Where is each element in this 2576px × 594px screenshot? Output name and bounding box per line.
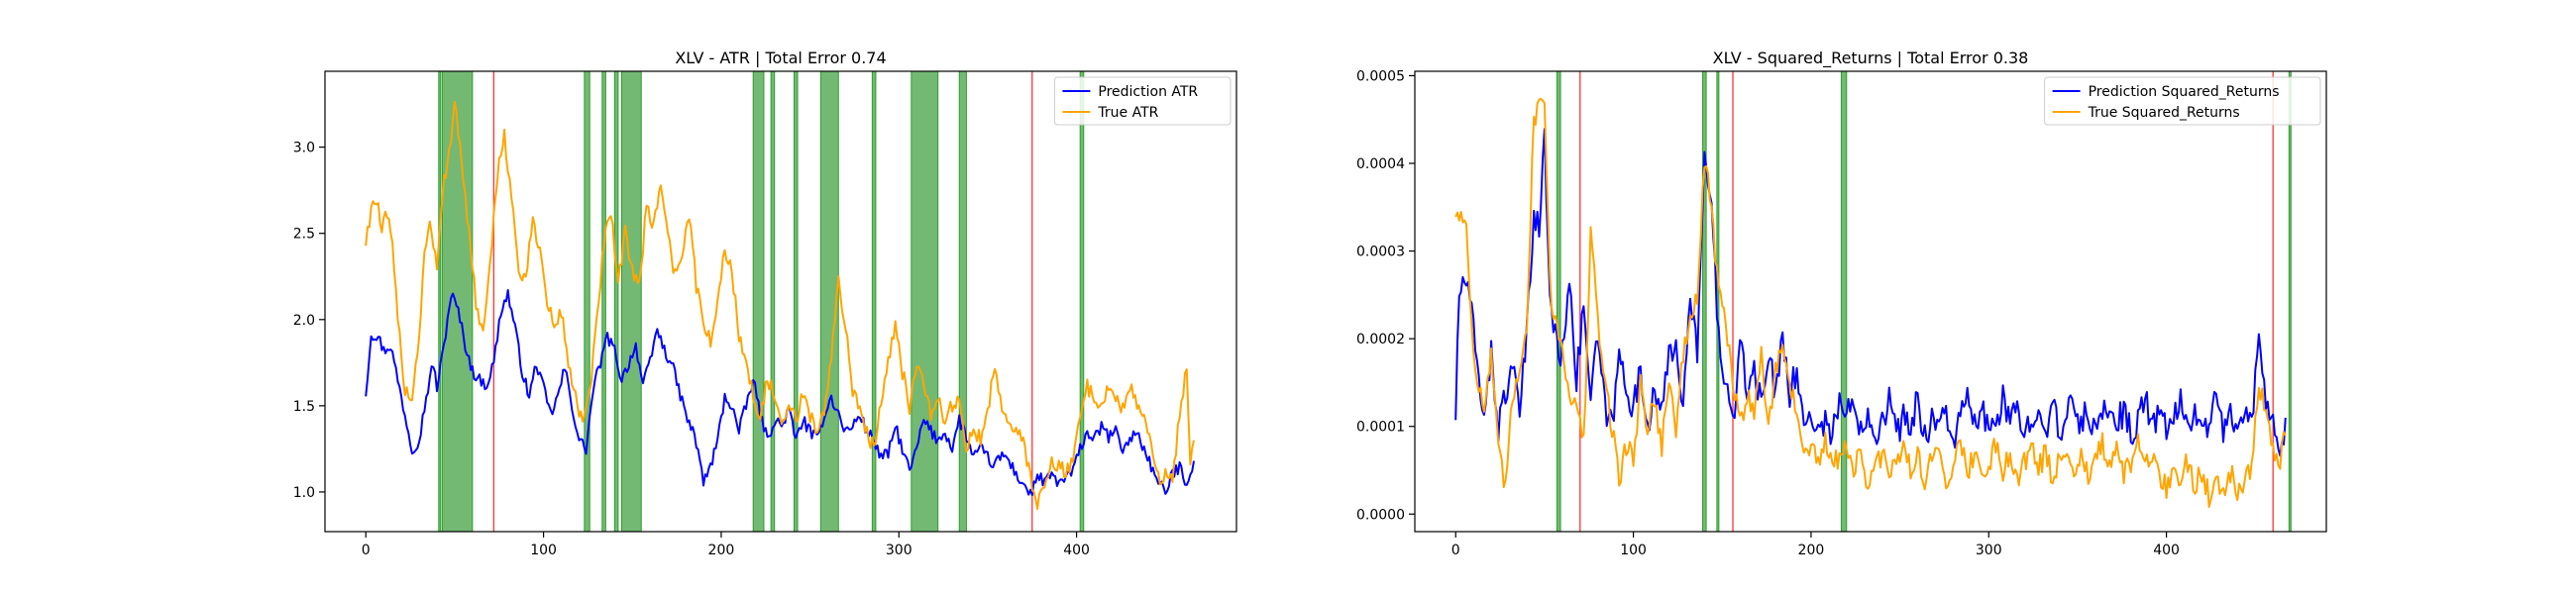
series-line-prediction [365, 289, 1195, 497]
axes-frame [1414, 70, 2327, 533]
chart-title: XLV - Squared_Returns | Total Error 0.38 [1713, 49, 2029, 68]
x-tick-label: 300 [886, 543, 912, 558]
y-tick-label: 0.0001 [1356, 420, 1405, 436]
x-tick-label: 100 [1620, 543, 1647, 558]
highlight-band [911, 71, 939, 532]
y-tick-label: 0.0003 [1356, 245, 1405, 260]
x-tick-label: 200 [1798, 543, 1825, 558]
highlight-band [1702, 71, 1707, 532]
highlight-band [958, 71, 967, 532]
y-tick-label: 0.0002 [1356, 332, 1405, 347]
highlight-band [770, 71, 776, 532]
y-tick-label: 0.0005 [1356, 68, 1405, 84]
x-tick-label: 200 [708, 543, 735, 558]
highlight-band [2288, 71, 2292, 532]
series-line-prediction [1454, 128, 2287, 457]
legend-label: Prediction Squared_Returns [2089, 84, 2280, 100]
y-tick-label: 3.0 [293, 141, 315, 156]
highlight-band [1840, 71, 1848, 532]
legend-box [2044, 76, 2321, 126]
chart-title: XLV - ATR | Total Error 0.74 [675, 49, 886, 67]
chart-panel-2: 0 100 200 300 400 0.0000 0.0001 0.0002 0.0003 0.0… [1356, 49, 2327, 558]
axes-frame [324, 70, 1237, 533]
highlight-band [438, 71, 442, 532]
y-tick-label: 2.5 [293, 227, 315, 243]
legend-label: True Squared_Returns [2088, 105, 2240, 121]
y-tick-label: 0.0004 [1356, 156, 1405, 172]
x-tick-label: 0 [362, 543, 371, 558]
highlight-band [620, 71, 642, 532]
legend: Prediction ATR True ATR [1053, 76, 1232, 126]
highlight-band [1556, 71, 1561, 532]
highlight-band [601, 71, 606, 532]
legend: Prediction Squared_Returns True Squared_R… [2044, 76, 2321, 126]
x-tick-label: 300 [1976, 543, 2002, 558]
highlight-band [441, 71, 474, 532]
chart-panel-1: 0 100 200 300 400 1.0 1.5 2.0 2.5 3.0 XLV - ATR | … [293, 49, 1237, 558]
x-tick-label: 400 [1063, 543, 1090, 558]
y-tick-label: 1.5 [293, 399, 315, 415]
plot-area [365, 71, 1195, 532]
y-tick-label: 0.0000 [1356, 507, 1405, 523]
y-tick-label: 1.0 [293, 485, 315, 501]
series-line-true [1454, 97, 2287, 508]
highlight-band [584, 71, 590, 532]
series-line-true [365, 100, 1195, 511]
legend-box [1053, 76, 1232, 126]
highlight-band [752, 71, 765, 532]
legend-label: Prediction ATR [1098, 84, 1198, 100]
x-tick-label: 0 [1451, 543, 1460, 558]
plot-area [1454, 71, 2292, 532]
highlight-band [871, 71, 877, 532]
x-tick-label: 100 [530, 543, 557, 558]
highlight-band [1079, 71, 1085, 532]
highlight-band [613, 71, 619, 532]
legend-label: True ATR [1097, 105, 1158, 121]
y-tick-label: 2.0 [293, 313, 315, 329]
x-tick-label: 400 [2153, 543, 2180, 558]
highlight-band [793, 71, 799, 532]
